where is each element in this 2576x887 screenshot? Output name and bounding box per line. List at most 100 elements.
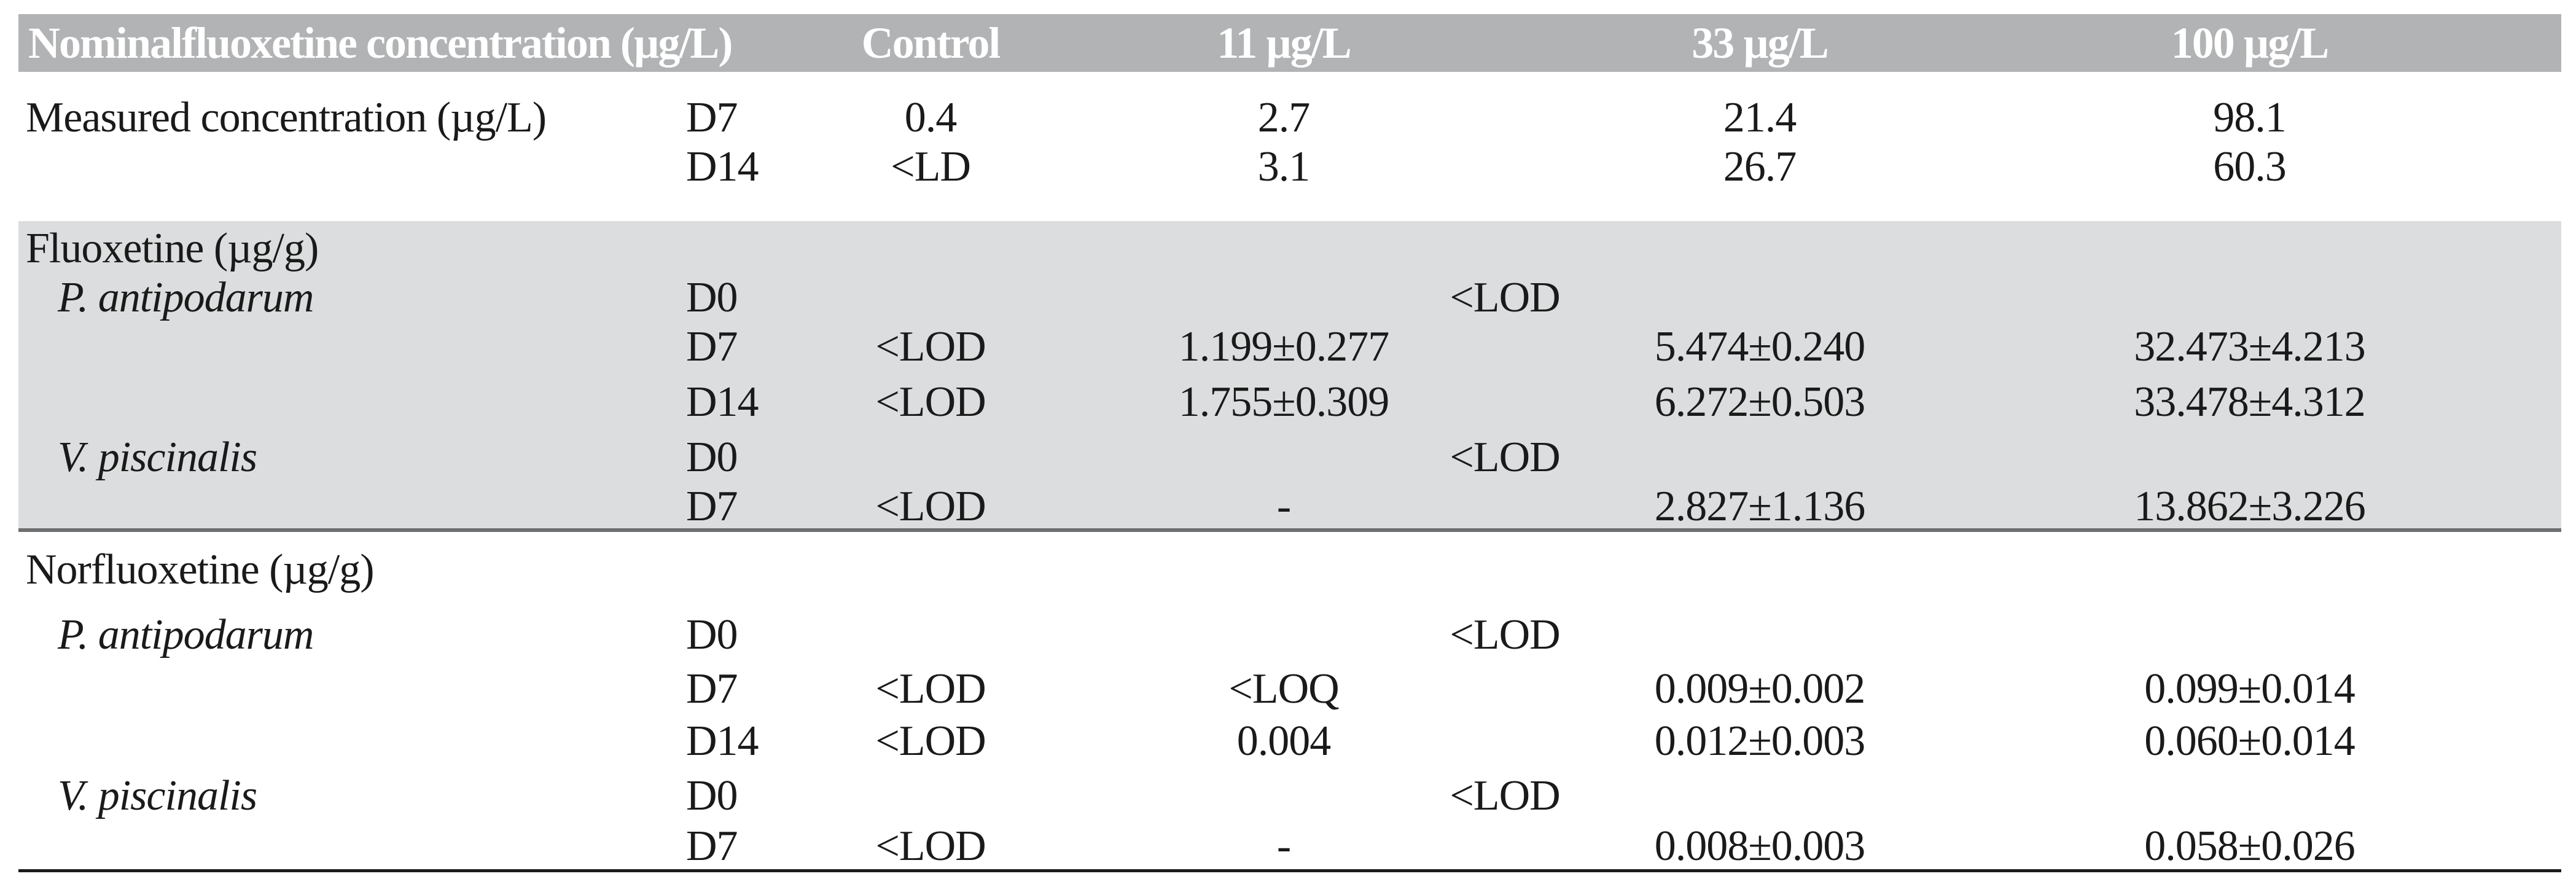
- day-cell: D7: [679, 485, 832, 532]
- value-control: <LOD: [832, 824, 1029, 872]
- table-header-row: Nominalfluoxetine concentration (µg/L) C…: [18, 14, 2561, 72]
- table-row-norf-pant-d7: D7 <LOD <LOQ 0.009±0.002 0.099±0.014: [18, 663, 2561, 715]
- species-name-v-piscinalis: V. piscinalis: [58, 434, 257, 481]
- value-100: 60.3: [2213, 143, 2287, 190]
- table-row-fluox-vpis-d7: D7 <LOD - 2.827±1.136 13.862±3.226: [18, 485, 2561, 532]
- table-row-norf-vpis-d7: D7 <LOD - 0.008±0.003 0.058±0.026: [18, 824, 2561, 872]
- header-33ugL: 33 µg/L: [1539, 14, 1981, 72]
- species-name-p-antipodarum: P. antipodarum: [58, 274, 314, 321]
- value-33: 0.008±0.003: [1539, 824, 1981, 872]
- table-row-fluox-pant-d0: P. antipodarum D0 <LOD: [18, 276, 2561, 319]
- empty-cell: [18, 663, 679, 715]
- value-11: 3.1: [1257, 143, 1311, 190]
- value-100: 0.060±0.014: [2144, 717, 2355, 765]
- spacer-cell: [18, 72, 2561, 93]
- value-control: <LOD: [832, 375, 1029, 430]
- section-row-fluoxetine: Fluoxetine (µg/g): [18, 221, 2561, 276]
- day-cell: D0: [686, 611, 738, 658]
- table-row-norf-pant-d0: P. antipodarum D0 <LOD: [18, 608, 2561, 663]
- value-control: <LD: [891, 143, 971, 190]
- empty-cell: [1981, 430, 2561, 485]
- day-cell: D7: [686, 94, 738, 141]
- empty-cell: [18, 715, 679, 767]
- value-control: <LOD: [832, 319, 1029, 375]
- day-cell: D14: [686, 143, 759, 190]
- day-cell: D7: [679, 824, 832, 872]
- empty-cell: [832, 608, 1029, 663]
- species-label: P. antipodarum: [18, 608, 679, 663]
- empty-cell: [832, 767, 1029, 824]
- value-11: 1.199±0.277: [1029, 319, 1539, 375]
- value-11: 1.755±0.309: [1029, 375, 1539, 430]
- value-33: 5.474±0.240: [1539, 319, 1981, 375]
- table-row-fluox-pant-d7: D7 <LOD 1.199±0.277 5.474±0.240 32.473±4…: [18, 319, 2561, 375]
- value-100: 0.058±0.026: [1981, 824, 2561, 872]
- value-33: 21.4: [1723, 94, 1797, 141]
- empty-cell: [18, 375, 679, 430]
- value-33: 6.272±0.503: [1539, 375, 1981, 430]
- value-33: 0.012±0.003: [1654, 717, 1865, 765]
- day-cell: D7: [686, 665, 738, 713]
- value-100: 33.478±4.312: [1981, 375, 2561, 430]
- value-100: 13.862±3.226: [1981, 485, 2561, 532]
- value-33: 0.009±0.002: [1654, 665, 1865, 713]
- value-11: -: [1029, 824, 1539, 872]
- section-label-fluoxetine: Fluoxetine (µg/g): [18, 221, 2561, 276]
- spacer-cell: [18, 192, 2561, 221]
- table-row-fluox-pant-d14: D14 <LOD 1.755±0.309 6.272±0.503 33.478±…: [18, 375, 2561, 430]
- header-control: Control: [832, 14, 1029, 72]
- species-label: V. piscinalis: [18, 767, 679, 824]
- species-name-v-piscinalis: V. piscinalis: [58, 772, 257, 819]
- species-label: V. piscinalis: [18, 430, 679, 485]
- spacer-row: [18, 72, 2561, 93]
- header-nominal-concentration: Nominalfluoxetine concentration (µg/L): [18, 14, 832, 72]
- empty-cell: [18, 143, 679, 192]
- value-11: -: [1029, 485, 1539, 532]
- fluoxetine-concentration-table: Nominalfluoxetine concentration (µg/L) C…: [18, 14, 2561, 872]
- table-row-measured-d7: Measured concentration (µg/L) D7 0.4 2.7…: [18, 93, 2561, 143]
- empty-cell: [1981, 767, 2561, 824]
- day-cell: D14: [686, 717, 759, 765]
- species-name-p-antipodarum: P. antipodarum: [58, 611, 314, 658]
- value-33: 26.7: [1723, 143, 1797, 190]
- empty-cell: [18, 824, 679, 872]
- value-control: <LOD: [875, 665, 986, 713]
- value-100: 32.473±4.213: [1981, 319, 2561, 375]
- empty-cell: [1981, 276, 2561, 319]
- day-cell: D14: [679, 375, 832, 430]
- day-cell: D0: [686, 772, 738, 819]
- value-control: 0.4: [904, 94, 958, 141]
- day-cell: D7: [679, 319, 832, 375]
- header-11ugL: 11 µg/L: [1029, 14, 1539, 72]
- value-11: <LOQ: [1228, 665, 1339, 713]
- value-11: 0.004: [1236, 717, 1332, 765]
- table-row-fluox-vpis-d0: V. piscinalis D0 <LOD: [18, 430, 2561, 485]
- value-100: 98.1: [2213, 94, 2287, 141]
- table-row-norf-vpis-d0: V. piscinalis D0 <LOD: [18, 767, 2561, 824]
- value-d0-lod: <LOD: [1450, 611, 1560, 658]
- value-control: <LOD: [832, 485, 1029, 532]
- empty-cell: [18, 485, 679, 532]
- row-label-measured-concentration: Measured concentration (µg/L): [26, 94, 547, 141]
- day-cell: D0: [679, 430, 832, 485]
- value-d0-lod: <LOD: [1029, 276, 1981, 319]
- empty-cell: [832, 430, 1029, 485]
- value-33: 2.827±1.136: [1539, 485, 1981, 532]
- section-row-norfluoxetine: Norfluoxetine (µg/g): [18, 530, 2561, 608]
- value-control: <LOD: [875, 717, 986, 765]
- section-label-norfluoxetine: Norfluoxetine (µg/g): [26, 545, 375, 593]
- species-label: P. antipodarum: [18, 276, 679, 319]
- spacer-row: [18, 192, 2561, 221]
- table-row-measured-d14: D14 <LD 3.1 26.7 60.3: [18, 143, 2561, 192]
- empty-cell: [18, 319, 679, 375]
- value-11: 2.7: [1257, 94, 1311, 141]
- value-d0-lod: <LOD: [1450, 772, 1560, 819]
- value-d0-lod: <LOD: [1029, 430, 1981, 485]
- value-100: 0.099±0.014: [2144, 665, 2355, 713]
- empty-cell: [832, 276, 1029, 319]
- table-row-norf-pant-d14: D14 <LOD 0.004 0.012±0.003 0.060±0.014: [18, 715, 2561, 767]
- header-100ugL: 100 µg/L: [1981, 14, 2561, 72]
- day-cell: D0: [679, 276, 832, 319]
- empty-cell: [1981, 608, 2561, 663]
